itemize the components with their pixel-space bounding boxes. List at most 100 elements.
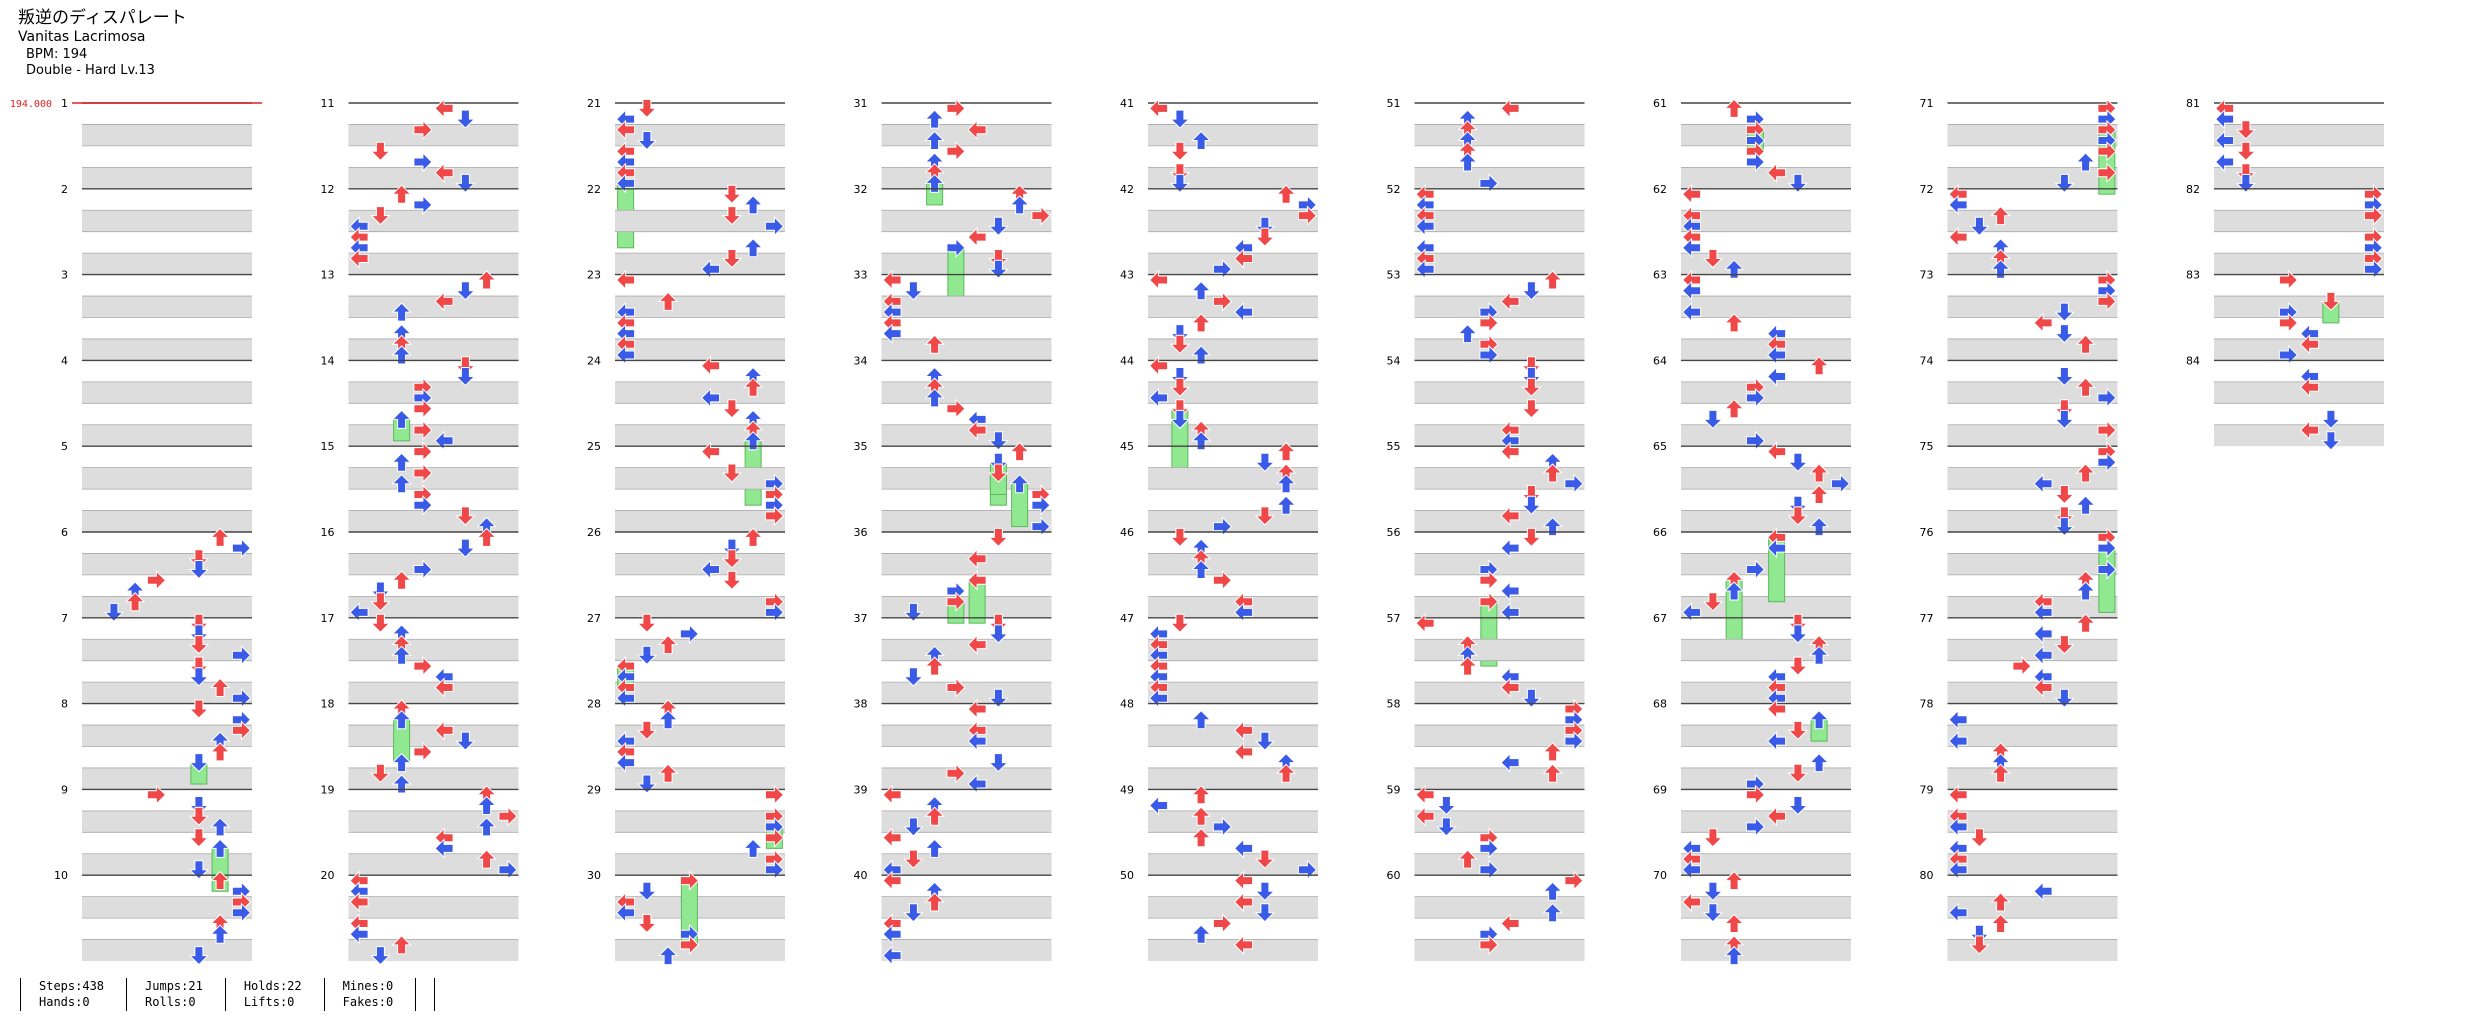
blue-arrow <box>2214 151 2235 173</box>
beat-band <box>1947 682 2118 704</box>
measure-43: 43 <box>1120 269 1318 365</box>
measure-number: 27 <box>587 612 601 625</box>
beat-band <box>1414 939 1585 961</box>
measure-number: 68 <box>1653 698 1667 711</box>
blue-arrow <box>657 945 679 966</box>
measure-number: 20 <box>321 869 335 882</box>
red-arrow <box>2097 291 2117 312</box>
beat-band <box>1414 210 1585 232</box>
red-arrow <box>1787 763 1809 784</box>
beat-band <box>881 639 1052 661</box>
red-arrow <box>1948 226 1968 248</box>
beat-band <box>1681 424 1851 447</box>
beat-band <box>348 296 519 318</box>
beat-band <box>1148 767 1318 790</box>
measure-62: 62 <box>1653 183 1851 279</box>
hands-count: Hands:0 <box>39 994 90 1009</box>
blue-arrow <box>903 602 924 623</box>
measure-number: 18 <box>321 698 335 711</box>
red-arrow <box>946 98 966 119</box>
beat-band <box>881 682 1052 704</box>
red-arrow <box>2299 419 2320 441</box>
red-arrow <box>946 141 966 162</box>
blue-arrow <box>103 602 125 623</box>
blue-arrow <box>231 902 252 923</box>
red-arrow <box>967 226 987 248</box>
beat-band <box>1148 896 1318 919</box>
blue-arrow <box>1190 130 1212 150</box>
blue-arrow <box>209 817 231 837</box>
red-arrow <box>2299 376 2320 398</box>
beat-band <box>1681 939 1851 961</box>
measure-number: 19 <box>321 783 335 796</box>
measure-52: 52 <box>1387 183 1585 280</box>
blue-arrow <box>1681 859 1702 881</box>
red-arrow <box>1190 785 1212 805</box>
measure-47: 47 <box>1120 612 1318 709</box>
measure-71: 71 <box>1920 97 2118 195</box>
measure-45: 45 <box>1120 440 1318 537</box>
blue-arrow <box>391 302 412 322</box>
blue-arrow <box>967 730 987 752</box>
blue-arrow <box>988 753 1009 773</box>
red-arrow <box>1542 763 1563 783</box>
red-arrow <box>946 677 966 698</box>
measure-number: 44 <box>1120 354 1134 367</box>
beat-band <box>1681 167 1851 189</box>
blue-arrow <box>1723 581 1745 601</box>
measure-number: 63 <box>1653 269 1667 282</box>
measure-23: 23 <box>587 269 785 366</box>
red-arrow <box>721 549 743 569</box>
jumps-count: Jumps:21 <box>145 979 203 993</box>
measure-number: 16 <box>321 526 335 539</box>
beat-band <box>881 167 1052 189</box>
beat-band <box>1681 338 1851 361</box>
red-arrow <box>1766 441 1787 462</box>
measure-number: 24 <box>587 354 601 367</box>
mines-count: Mines:0 <box>342 979 394 993</box>
red-arrow <box>700 355 721 377</box>
measure-number: 9 <box>61 783 68 796</box>
beat-band <box>1947 853 2118 876</box>
beat-band <box>348 682 519 704</box>
blue-arrow <box>924 838 945 858</box>
blue-arrow <box>988 431 1009 451</box>
red-arrow <box>476 270 497 290</box>
red-arrow <box>1169 377 1191 397</box>
blue-arrow <box>2054 409 2075 430</box>
beat-band <box>1414 296 1585 318</box>
measure-75: 75 <box>1920 440 2118 537</box>
blue-arrow <box>1479 173 1499 194</box>
red-arrow <box>391 570 412 590</box>
blue-arrow <box>882 323 902 344</box>
blue-arrow <box>988 688 1009 708</box>
red-arrow <box>434 162 454 183</box>
blue-arrow <box>1479 838 1499 859</box>
blue-arrow <box>370 946 391 966</box>
beat-band <box>1148 639 1318 661</box>
beat-band <box>2214 124 2384 146</box>
red-arrow <box>146 784 167 806</box>
red-arrow <box>1990 763 2011 783</box>
measure-number: 32 <box>854 183 868 196</box>
measure-28: 28 <box>587 698 785 794</box>
measure-number: 52 <box>1387 183 1401 196</box>
beat-band <box>881 381 1052 404</box>
red-arrow <box>2075 334 2096 354</box>
blue-arrow <box>1808 645 1830 665</box>
red-arrow <box>1479 934 1499 956</box>
beat-band <box>615 853 785 876</box>
measure-number: 55 <box>1387 440 1401 453</box>
measure-number: 22 <box>587 183 601 196</box>
measure-58: 58 <box>1387 698 1585 790</box>
blue-arrow <box>231 687 252 709</box>
beat-band <box>615 167 785 189</box>
measure-number: 75 <box>1920 440 1934 453</box>
measure-37: 37 <box>854 612 1052 708</box>
blue-arrow <box>1542 516 1563 537</box>
blue-arrow <box>988 624 1009 644</box>
beat-band <box>1148 553 1318 575</box>
red-arrow <box>636 98 658 119</box>
red-arrow <box>1233 870 1254 891</box>
beat-band <box>881 853 1052 876</box>
